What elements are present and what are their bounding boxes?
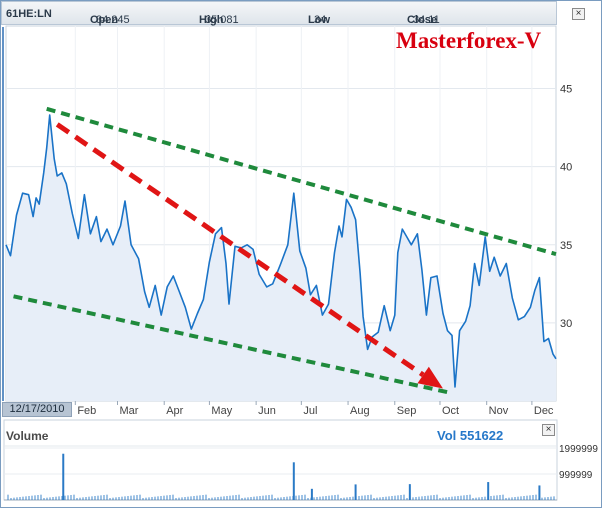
volume-area [3, 419, 558, 501]
x-tick-label: Oct [442, 405, 459, 417]
channel-upper-line [46, 106, 557, 257]
symbol-label: 61HE:LN [6, 8, 52, 20]
close-icon[interactable]: × [572, 8, 585, 20]
x-tick-label: Aug [350, 405, 370, 417]
x-tick-label: Dec [534, 405, 554, 417]
y-tick-label: 30 [560, 318, 572, 330]
close-value: 34.11 [413, 14, 440, 26]
volume-panel: 1999999 999999 [3, 419, 598, 501]
watermark-brand: Masterforex-V [396, 28, 542, 53]
volume-title: Volume [6, 429, 49, 443]
x-tick-label: Jul [303, 405, 317, 417]
price-area-fill [6, 115, 556, 401]
close-label: Close [407, 14, 437, 26]
volume-tick-label: 999999 [559, 470, 593, 481]
start-date-label: 12/17/2010 [2, 402, 72, 417]
price-line [5, 114, 557, 388]
x-tick-label: May [211, 405, 232, 417]
trend-arrow-shaft [55, 122, 425, 378]
x-tick-label: Feb [77, 405, 96, 417]
high-label: High [199, 14, 224, 26]
volume-tick-label: 1999999 [559, 444, 598, 455]
trend-arrow [55, 122, 443, 389]
trend-channel [13, 106, 557, 396]
y-tick-label: 35 [560, 240, 572, 252]
high-value: 35.081 [205, 14, 239, 26]
x-tick-label: Jun [258, 405, 276, 417]
x-tick-label: Apr [166, 405, 183, 417]
trend-arrow-head [417, 366, 443, 389]
y-tick-label: 40 [560, 162, 572, 174]
x-axis: Feb Mar Apr May Jun Jul Aug Sep Oct Nov Dec [74, 401, 554, 417]
volume-close-icon[interactable]: × [542, 424, 555, 436]
low-label: Low [308, 14, 330, 26]
y-axis: 30 35 40 45 [560, 84, 572, 330]
x-tick-label: Mar [120, 405, 139, 417]
volume-readout: Vol 551622 [437, 428, 504, 443]
open-value: 34.245 [96, 14, 130, 26]
quote-header: 61HE:LN Open 34.245 High 35.081 Low 34 Clos… [1, 1, 557, 26]
open-label: Open [90, 14, 119, 26]
x-tick-label: Sep [397, 405, 417, 417]
x-tick-label: Nov [489, 405, 509, 417]
low-value: 34 [314, 14, 327, 26]
y-tick-label: 45 [560, 84, 572, 96]
volume-header: Volume Vol 551622 [2, 424, 559, 446]
